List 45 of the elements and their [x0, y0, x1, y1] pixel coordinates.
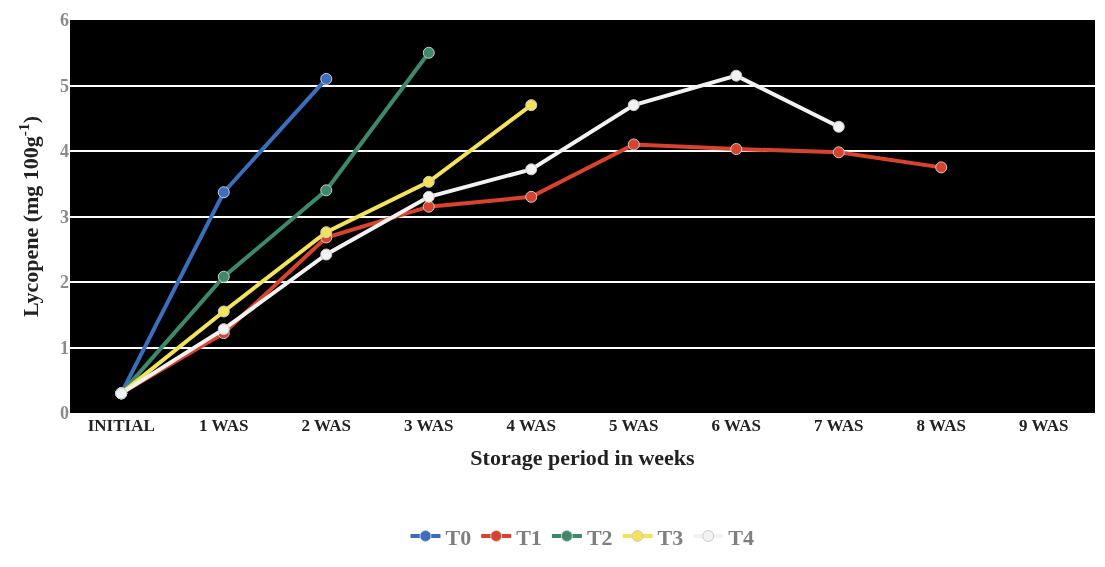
x-tick-label: 2 WAS: [301, 416, 351, 435]
x-tick-label: INITIAL: [87, 416, 155, 435]
point: [627, 138, 640, 151]
x-tick-label: 5 WAS: [609, 416, 659, 435]
point: [627, 99, 640, 112]
x-tick-label: 8 WAS: [916, 416, 966, 435]
x-tick-label: 7 WAS: [814, 416, 864, 435]
x-tick-label: 3 WAS: [404, 416, 454, 435]
point: [525, 163, 538, 176]
point: [217, 270, 230, 283]
x-axis-title: Storage period in weeks: [470, 444, 696, 470]
y-tick-label: 2: [60, 272, 69, 293]
point: [422, 175, 435, 188]
point: [320, 248, 333, 261]
point: [730, 69, 743, 82]
point: [320, 184, 333, 197]
point: [320, 72, 333, 85]
x-tick-label: 4 WAS: [506, 416, 556, 435]
point: [832, 120, 845, 133]
point: [832, 146, 845, 159]
point: [320, 226, 333, 239]
point: [422, 190, 435, 203]
y-tick-label: 1: [60, 337, 69, 358]
legend-label: T2: [586, 524, 613, 550]
legend-label: T4: [728, 524, 754, 550]
y-tick-label: 0: [60, 403, 69, 424]
x-tick-label: 1 WAS: [199, 416, 249, 435]
y-tick-label: 6: [60, 10, 69, 31]
point: [422, 46, 435, 59]
point: [422, 200, 435, 213]
x-tick-label: 6 WAS: [711, 416, 761, 435]
y-tick-label: 4: [60, 141, 69, 162]
legend-label: T3: [657, 524, 684, 550]
point: [217, 186, 230, 199]
point: [935, 161, 948, 174]
point: [217, 305, 230, 318]
legend-label: T1: [516, 524, 542, 550]
legend-label: T0: [445, 524, 472, 550]
y-tick-label: 3: [60, 206, 69, 227]
point: [525, 190, 538, 203]
point: [730, 143, 743, 156]
x-tick-label: 9 WAS: [1019, 416, 1069, 435]
point: [217, 323, 230, 336]
point: [525, 99, 538, 112]
y-tick-label: 5: [60, 75, 69, 96]
